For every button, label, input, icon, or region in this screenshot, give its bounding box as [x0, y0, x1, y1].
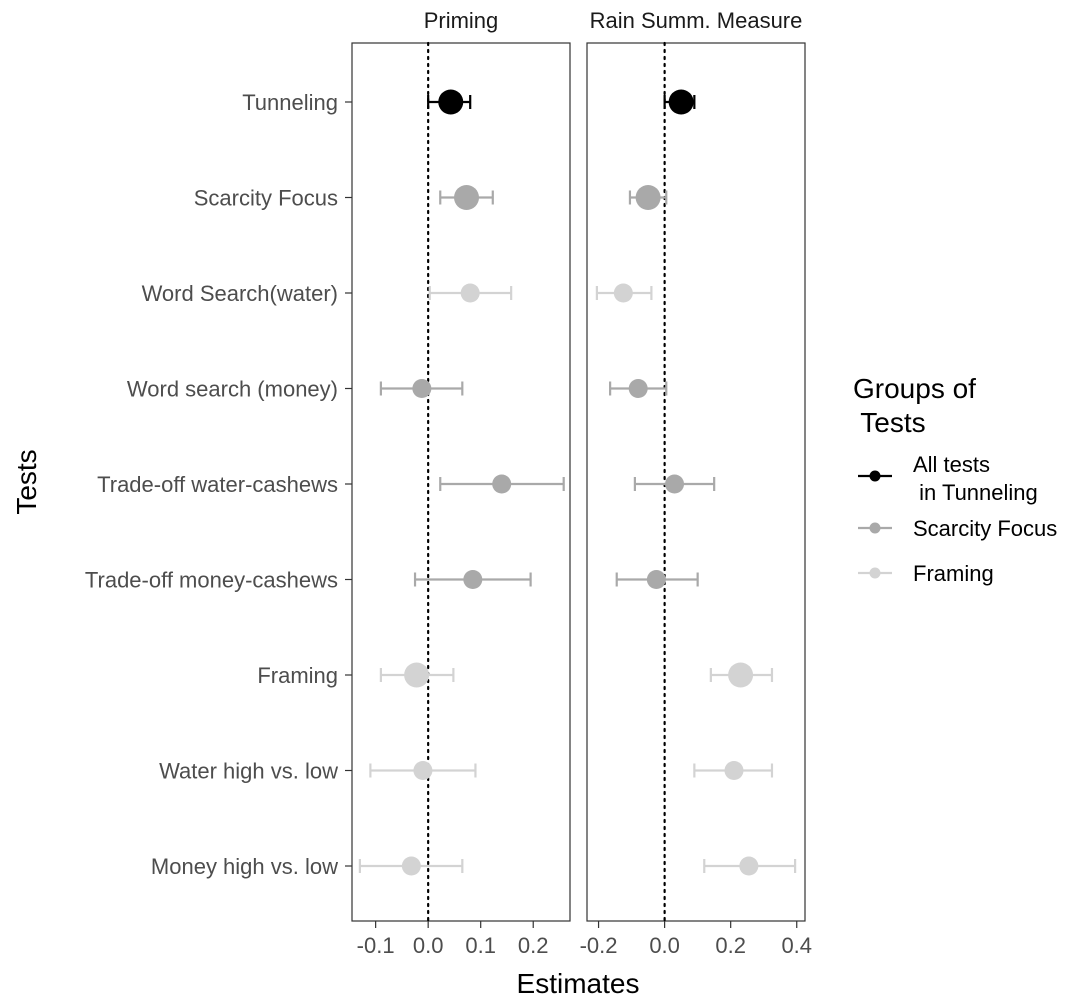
y-tick-label-trade-off-water-cashews: Trade-off water-cashews: [97, 472, 338, 497]
estimate-word-search-water: [595, 283, 653, 303]
panel-border-priming: [351, 42, 571, 922]
x-tick-label: -0.2: [580, 933, 618, 958]
point-estimate: [438, 89, 464, 115]
estimate-framing: [379, 662, 455, 688]
legend-title-line2: Tests: [853, 407, 926, 438]
estimate-framing: [709, 662, 774, 688]
x-axis-priming: -0.1 0.0 0.1 0.2: [357, 921, 549, 958]
legend-label-line2: in Tunneling: [913, 480, 1038, 505]
estimate-money-high-vs-low: [358, 856, 464, 876]
facet-title-rain-summ-measure: Rain Summ. Measure: [590, 8, 803, 33]
estimate-water-high-vs-low: [693, 761, 774, 780]
estimate-trade-off-water-cashews: [439, 474, 565, 494]
estimate-word-search-money: [379, 379, 464, 398]
point-estimate: [413, 761, 433, 780]
panel-marks-rain-summ-measure: [595, 41, 797, 923]
x-tick-label: 0.2: [518, 933, 549, 958]
x-tick-label: -0.1: [357, 933, 395, 958]
point-estimate: [724, 761, 744, 780]
y-tick-label-word-search-money: Word search (money): [127, 377, 338, 402]
estimate-word-search-money: [609, 379, 668, 398]
estimate-tunneling: [663, 89, 696, 115]
point-estimate: [646, 570, 666, 589]
x-tick-label: 0.0: [649, 933, 680, 958]
estimate-trade-off-money-cashews: [413, 570, 532, 589]
estimate-trade-off-water-cashews: [633, 474, 716, 494]
legend-title: Groups of Tests: [853, 373, 984, 438]
point-estimate: [401, 856, 421, 876]
y-axis-title: Tests: [11, 449, 42, 514]
panel-marks-priming: [358, 41, 565, 923]
point-estimate: [739, 856, 759, 876]
estimate-money-high-vs-low: [703, 856, 797, 876]
legend-label-line1: All tests: [913, 452, 990, 477]
x-tick-label: 0.0: [413, 933, 444, 958]
estimate-scarcity-focus: [628, 185, 668, 210]
point-estimate: [613, 283, 633, 303]
facet-title-priming: Priming: [424, 8, 499, 33]
legend-label: Framing: [913, 561, 994, 586]
legend-key-point: [869, 470, 881, 482]
y-tick-label-tunneling: Tunneling: [242, 90, 338, 115]
estimate-tunneling: [427, 89, 472, 115]
point-estimate: [728, 662, 754, 688]
panel-border-rain-summ-measure: [586, 42, 806, 922]
point-estimate: [635, 185, 661, 210]
estimate-trade-off-money-cashews: [615, 570, 699, 589]
point-estimate: [404, 662, 430, 688]
x-tick-label: 0.4: [781, 933, 812, 958]
y-tick-label-trade-off-money-cashews: Trade-off money-cashews: [85, 568, 338, 593]
legend-label: All tests in Tunneling: [913, 452, 1038, 505]
legend: Groups of Tests All tests in Tunneling S…: [853, 373, 1057, 586]
legend-title-line1: Groups of: [853, 373, 976, 404]
y-tick-label-money-high-vs-low: Money high vs. low: [151, 854, 338, 879]
y-axis: Tunneling Scarcity Focus Word Search(water…: [85, 90, 352, 879]
point-estimate: [668, 89, 694, 115]
facet-priming: Priming -0.1 0.0 0.1 0.2: [351, 8, 571, 958]
point-estimate: [665, 474, 685, 494]
point-estimate: [492, 474, 512, 494]
y-tick-label-water-high-vs-low: Water high vs. low: [159, 759, 338, 784]
y-tick-label-word-search-water: Word Search(water): [142, 281, 338, 306]
legend-key-point: [869, 522, 881, 534]
facet-rain-summ-measure: Rain Summ. Measure -0.2 0.0 0.2 0.4: [580, 8, 812, 958]
x-tick-label: 0.2: [715, 933, 746, 958]
estimate-scarcity-focus: [439, 185, 494, 210]
x-axis-title: Estimates: [517, 968, 640, 999]
y-tick-label-scarcity-focus: Scarcity Focus: [194, 186, 338, 211]
legend-label: Scarcity Focus: [913, 516, 1057, 541]
x-axis-rain-summ-measure: -0.2 0.0 0.2 0.4: [580, 921, 812, 958]
estimate-word-search-water: [428, 283, 513, 303]
x-tick-label: 0.1: [465, 933, 496, 958]
point-estimate: [454, 185, 480, 210]
legend-item-framing: Framing: [858, 561, 994, 586]
point-estimate: [463, 570, 483, 589]
legend-item-tunneling: All tests in Tunneling: [858, 452, 1038, 505]
legend-key-point: [869, 567, 881, 579]
point-estimate: [460, 283, 480, 303]
y-tick-label-framing: Framing: [257, 663, 338, 688]
estimate-water-high-vs-low: [369, 761, 477, 780]
point-estimate: [628, 379, 648, 398]
legend-item-scarcity-focus: Scarcity Focus: [858, 516, 1057, 541]
point-estimate: [412, 379, 432, 398]
